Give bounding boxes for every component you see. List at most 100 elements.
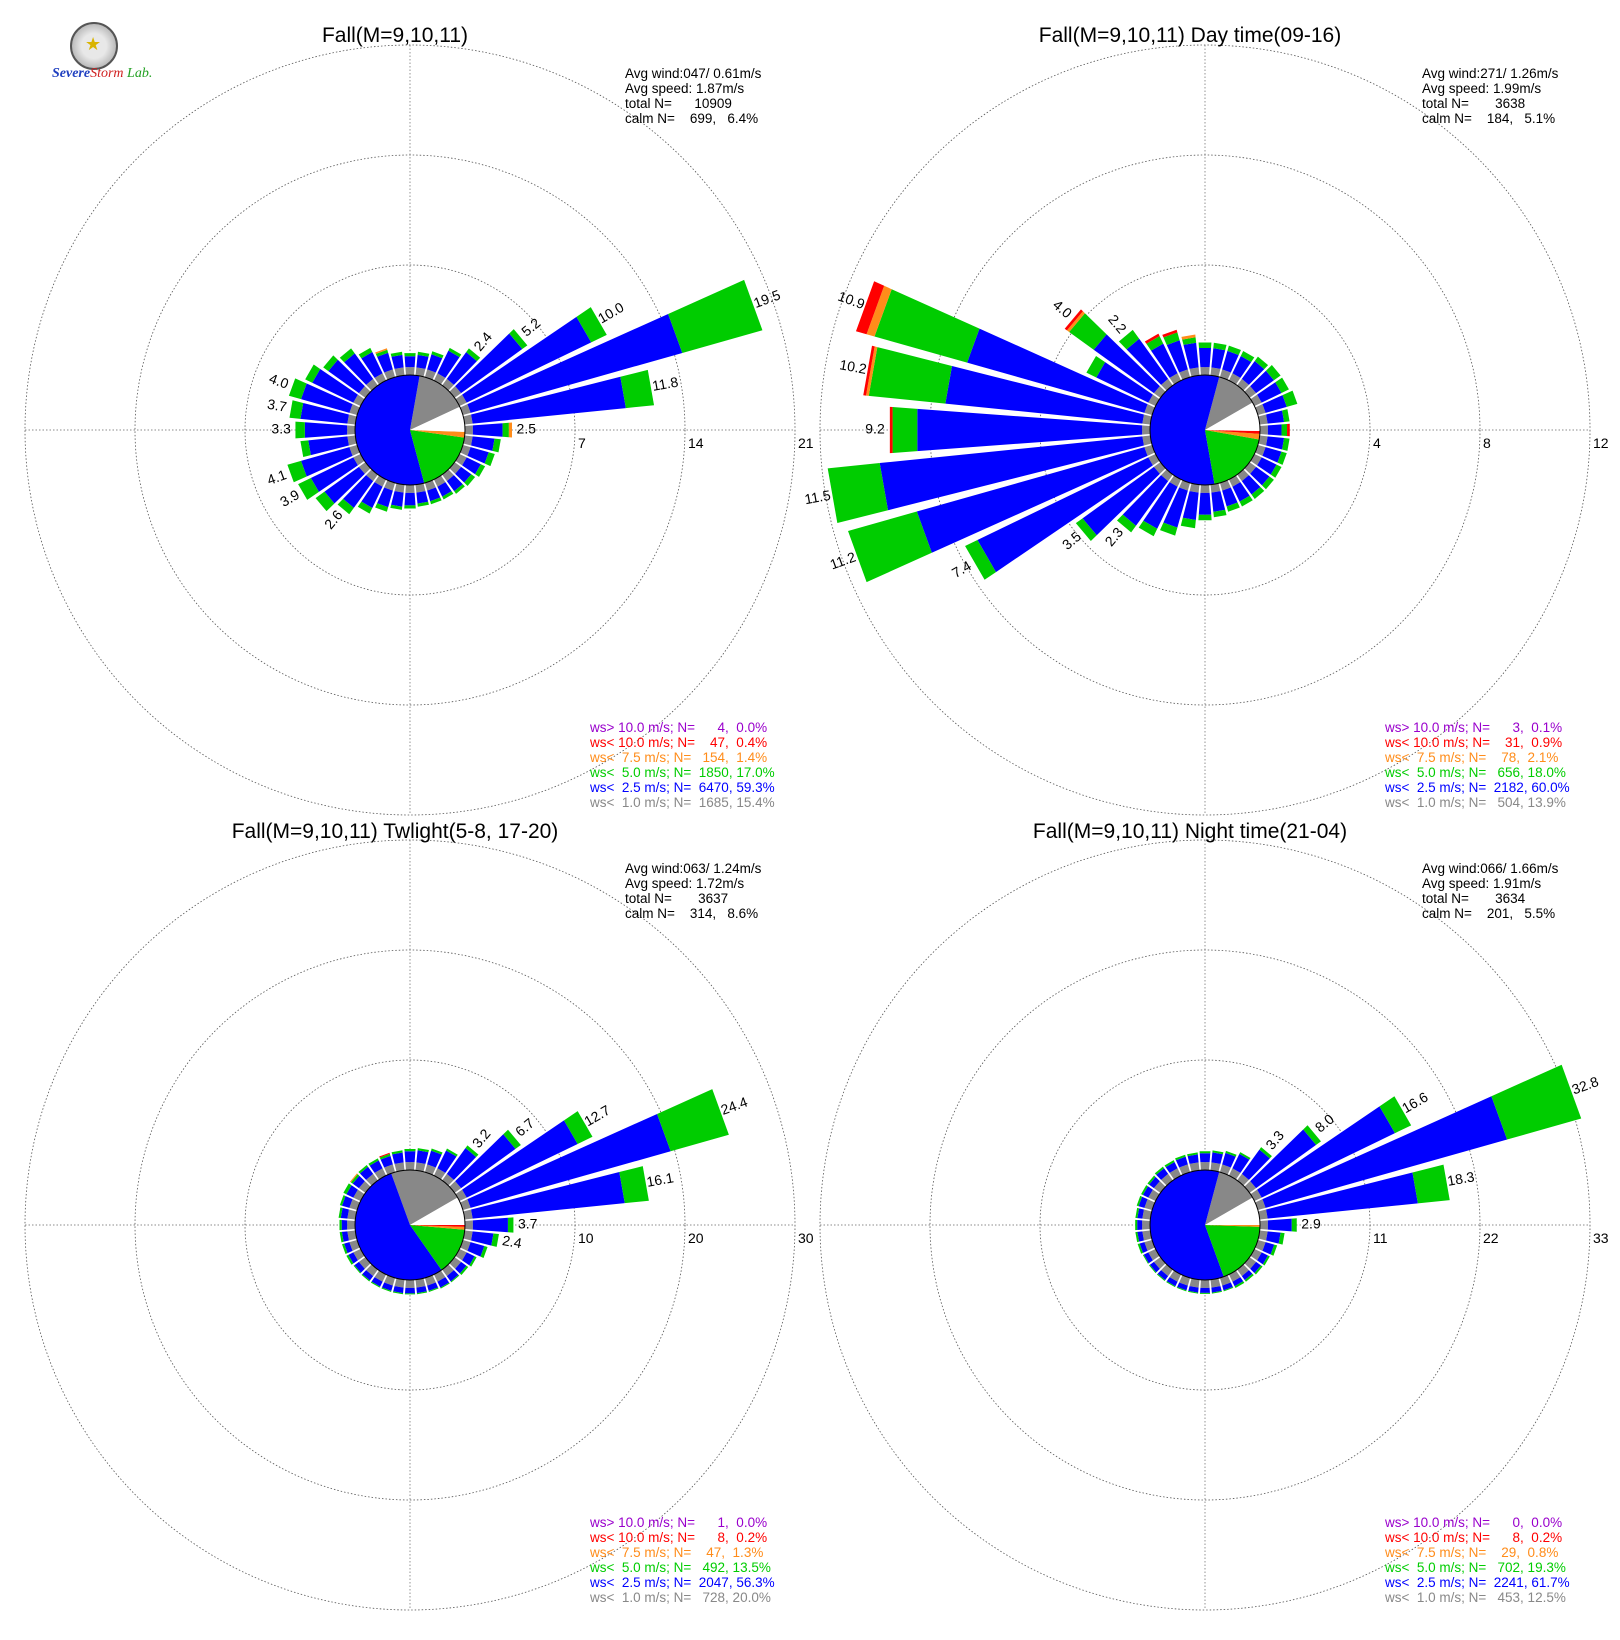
sector-red-bar [1287, 423, 1290, 437]
sector-calm-bar [464, 1220, 473, 1230]
sector-value-label: 11.8 [651, 374, 680, 394]
sector-blue-bar [1241, 1270, 1253, 1281]
stats-line: total N= 3638 [1422, 96, 1525, 111]
stats-line: Avg wind:063/ 1.24m/s [625, 861, 762, 876]
pie-slice-lt5 [1205, 430, 1260, 485]
pie-slice-lt2_5 [354, 375, 425, 486]
sector-green-bar [1069, 313, 1107, 350]
sector-green-bar [337, 498, 354, 515]
stats-line: total N= 3634 [1422, 891, 1526, 906]
sector-green-bar [357, 501, 373, 514]
sector-blue-bar [1166, 340, 1188, 373]
sector-blue-bar [437, 1150, 457, 1173]
sector-green-bar [1412, 1164, 1450, 1204]
legend-entry: ws> 10.0 m/s; N= 4, 0.0% [589, 720, 767, 735]
sector-blue-bar [404, 1151, 416, 1163]
sector-blue-bar [361, 352, 383, 378]
sector-green-bar [1166, 1281, 1176, 1288]
sector-blue-bar [1199, 1153, 1211, 1163]
sector-blue-bar [462, 316, 592, 403]
sector-blue-bar [1183, 342, 1199, 369]
sector-green-bar [431, 351, 444, 359]
sector-blue-bar [977, 457, 1153, 573]
sector-green-bar [339, 348, 355, 363]
sector-blue-bar [1175, 1156, 1188, 1168]
legend-entry: ws< 1.0 m/s; N= 453, 12.5% [1384, 1590, 1566, 1605]
legend-entry: ws< 10.0 m/s; N= 8, 0.2% [1384, 1530, 1562, 1545]
sector-calm-bar [1258, 435, 1268, 446]
sector-green-bar [1147, 1175, 1156, 1185]
sector-green-bar [428, 1287, 439, 1292]
pie-slice-lt7_5 [1205, 1225, 1260, 1227]
sector-calm-bar [1144, 444, 1155, 456]
sector-blue-bar [304, 422, 348, 438]
sector-blue-bar [1266, 1172, 1418, 1219]
sector-blue-bar [1165, 1161, 1178, 1173]
sector-calm-bar [1255, 1239, 1266, 1251]
sector-calm-bar [1219, 480, 1231, 491]
sector-orange-bar [1181, 334, 1196, 340]
sector-blue-bar [371, 1277, 383, 1287]
sector-green-bar [1240, 350, 1255, 362]
sector-green-bar [1176, 1287, 1187, 1292]
sector-calm-bar [463, 1209, 473, 1220]
sector-blue-bar [472, 423, 503, 437]
sector-calm-bar [1219, 1164, 1231, 1175]
windrose-panel-1: 7 14 21 19.5 11.8 10.0 5.2 2.4 2.5 3.3 3.7 4.0 4.13.… [24, 24, 814, 816]
sector-blue-bar [467, 313, 683, 413]
sector-blue-bar [416, 1150, 429, 1164]
sector-blue-bar [437, 350, 460, 378]
sector-blue-bar [462, 1120, 578, 1198]
sector-blue-bar [300, 402, 349, 424]
pie-slice-lt2_5 [1150, 1170, 1224, 1280]
stats-line: Avg speed: 1.72m/s [625, 876, 744, 891]
sector-value-label: 4.0 [1050, 296, 1075, 321]
ring-label: 22 [1483, 1230, 1499, 1246]
sector-calm-bar [349, 1199, 360, 1211]
sector-green-bar [507, 1217, 514, 1233]
sector-blue-bar [1232, 482, 1250, 502]
sector-blue-bar [471, 1172, 625, 1219]
sector-calm-bar [405, 484, 415, 493]
sector-calm-bar [1189, 1162, 1200, 1172]
sector-calm-bar [384, 1275, 396, 1286]
sector-calm-bar [1189, 483, 1200, 493]
ring-label: 21 [798, 435, 814, 451]
sector-green-bar [339, 1219, 342, 1231]
sector-blue-bar [1262, 1096, 1508, 1208]
sector-green-bar [1282, 409, 1290, 422]
sector-blue-bar [917, 408, 1143, 452]
sector-blue-bar [344, 1242, 353, 1254]
sector-calm-bar [347, 425, 356, 435]
sector-green-bar [350, 1174, 360, 1184]
sector-green-bar [502, 422, 509, 438]
sector-blue-bar [380, 1155, 393, 1168]
sector-blue-bar [472, 1217, 508, 1233]
sector-green-bar [417, 501, 429, 507]
sector-calm-bar [347, 414, 357, 425]
sector-green-bar [358, 1164, 369, 1174]
sector-green-bar [404, 505, 416, 509]
sector-calm-bar [1210, 1278, 1221, 1288]
sector-calm-bar [347, 1220, 356, 1230]
sector-value-label: 7.4 [949, 557, 974, 581]
sector-green-bar [1213, 342, 1227, 351]
sector-green-bar [1270, 464, 1282, 478]
sector-blue-bar [328, 359, 365, 394]
sector-green-bar [868, 347, 952, 404]
ring-label: 8 [1483, 435, 1491, 451]
sector-green-bar [1199, 1292, 1211, 1294]
ring-33 [819, 839, 1591, 1611]
sector-blue-bar [1241, 361, 1265, 385]
sector-calm-bar [394, 1278, 405, 1288]
sector-blue-bar [1139, 1242, 1148, 1253]
sector-blue-bar [1266, 1231, 1281, 1244]
sector-green-bar [323, 355, 338, 372]
sector-blue-bar [455, 1261, 467, 1274]
sector-green-bar [619, 1166, 649, 1204]
sector-green-bar [848, 511, 932, 583]
sector-blue-bar [1157, 1270, 1169, 1281]
sector-calm-bar [1255, 1199, 1266, 1211]
legend-entry: ws< 5.0 m/s; N= 492, 13.5% [589, 1560, 771, 1575]
sector-red-bar [1064, 309, 1083, 331]
